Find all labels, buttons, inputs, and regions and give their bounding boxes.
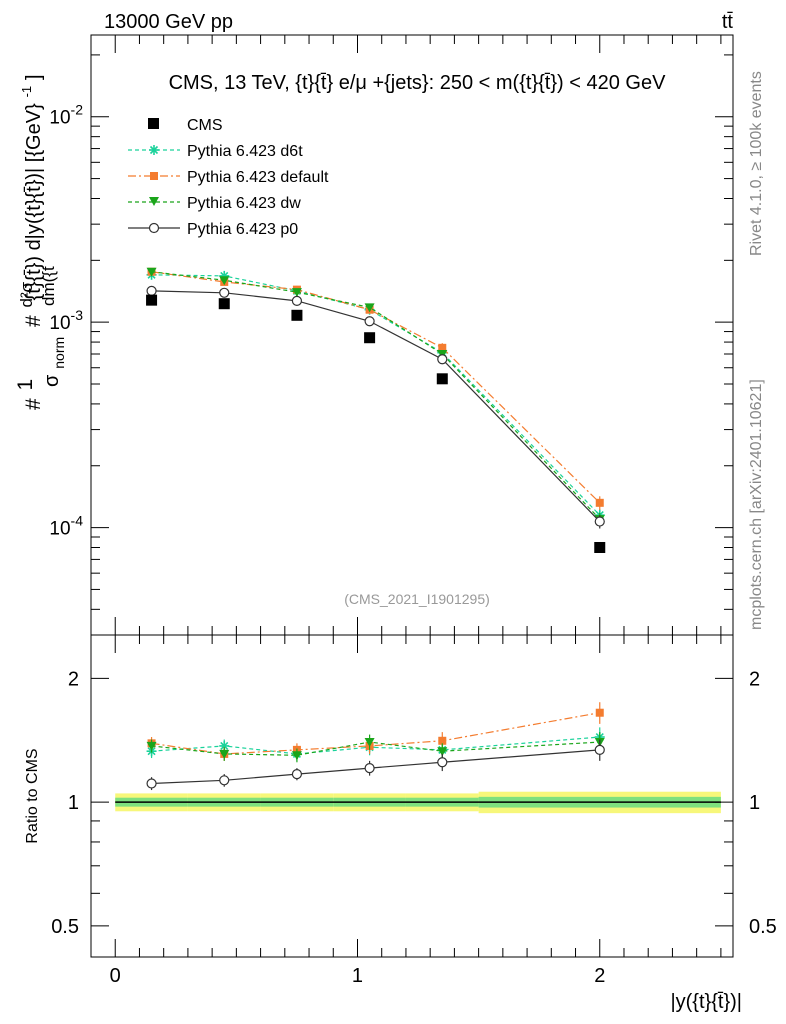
main-line-d6t (151, 274, 601, 516)
main-series-dw (146, 267, 605, 526)
ylabel-exp: -1 (19, 86, 34, 98)
main-point-p0 (291, 295, 303, 306)
ratio-point-dw (146, 741, 157, 751)
main-series-cms (146, 294, 606, 553)
ratio-x-axis-label: |y({t}{t̄})| (670, 991, 742, 1013)
main-point-p0 (437, 354, 448, 365)
ylabel-close: ] (23, 74, 45, 80)
ratio-plot-frame (90, 634, 734, 958)
rivet-label: Rivet 4.1.0, ≥ 100k events (748, 71, 765, 256)
main-y-tick-label: 10-4 (49, 513, 83, 540)
ratio-point-p0 (364, 762, 375, 774)
ratio-point-default (438, 736, 447, 745)
ratio-x-tick-label: 0 (110, 965, 121, 987)
ratio-series-d6t (146, 727, 605, 761)
main-y-tick-label: 10-2 (49, 102, 83, 129)
ratio-y-tick-label-right: 0.5 (749, 916, 777, 938)
main-line-default (151, 271, 601, 504)
ylabel-hash2: # (22, 315, 45, 327)
legend-entry-cms: CMS (148, 117, 223, 134)
legend-label-default: Pythia 6.423 default (187, 169, 329, 186)
legend-entry-default: Pythia 6.423 default (128, 169, 329, 186)
main-point-p0 (594, 516, 605, 527)
main-y-tick-label: 10-3 (49, 307, 83, 334)
main-line-dw (151, 271, 601, 520)
ratio-x-axis: 0 1 2 (110, 635, 722, 987)
ratio-line-dw (151, 741, 600, 756)
legend-label-cms: CMS (187, 117, 223, 134)
ratio-line-p0 (151, 749, 600, 785)
ratio-y-tick-label-right: 2 (749, 668, 760, 690)
main-point-cms (364, 332, 376, 344)
main-point-cms (594, 541, 606, 553)
ratio-point-p0 (437, 757, 448, 768)
ratio-y-tick-label: 2 (68, 668, 79, 690)
legend-label-d6t: Pythia 6.423 d6t (187, 143, 303, 160)
ylabel-dm: dm({t (39, 266, 58, 306)
mcplots-label: mcplots.cern.ch [arXiv:2401.10621] (748, 379, 765, 630)
ratio-point-default (595, 708, 604, 717)
main-series-d6t (146, 269, 605, 522)
ratio-x-tick-label: 1 (352, 965, 363, 987)
main-line-p0 (151, 290, 601, 522)
legend-label-p0: Pythia 6.423 p0 (187, 221, 298, 238)
main-series-p0 (146, 285, 605, 529)
main-point-default (438, 343, 447, 352)
ratio-y-tick-label-right: 1 (749, 792, 760, 814)
ratio-y-tick-label: 0.5 (51, 916, 79, 938)
main-point-dw (291, 288, 302, 298)
ratio-point-p0 (219, 775, 230, 786)
ratio-series-p0 (146, 739, 605, 791)
main-point-dw (146, 267, 157, 277)
header-energy-label: 13000 GeV pp (104, 11, 233, 33)
legend: CMS Pythia 6.423 d6t Pythia 6.423 defaul… (128, 117, 329, 238)
main-point-p0 (219, 287, 230, 298)
main-point-cms (146, 294, 158, 306)
ratio-y-axis: 2 2 1 1 0.5 0.5 (51, 668, 777, 937)
main-point-default (595, 498, 604, 507)
main-point-cms (291, 309, 303, 321)
ratio-point-dw (437, 747, 448, 757)
main-point-p0 (146, 285, 157, 296)
ratio-plot: 2 2 1 1 0.5 0.5 0 1 2 Ratio to CMS |y({t}{t̄})| (24, 634, 777, 1013)
main-watermark: (CMS_2021_I1901295) (344, 591, 490, 607)
legend-label-dw: Pythia 6.423 dw (187, 195, 301, 212)
ratio-point-d6t (219, 740, 230, 751)
ratio-point-p0 (594, 744, 605, 755)
ylabel-norm: norm (51, 337, 67, 369)
main-point-dw (364, 303, 375, 313)
legend-entry-p0: Pythia 6.423 p0 (128, 221, 298, 238)
main-point-dw (219, 276, 230, 286)
legend-entry-dw: Pythia 6.423 dw (128, 195, 301, 212)
ratio-x-tick-label: 2 (594, 965, 605, 987)
main-series-default (147, 267, 604, 510)
legend-entry-d6t: Pythia 6.423 d6t (128, 143, 303, 160)
main-point-p0 (364, 316, 375, 327)
ratio-line-default (151, 712, 600, 755)
ratio-y-tick-label: 1 (68, 792, 79, 814)
ratio-point-dw (364, 738, 375, 748)
ratio-point-dw (291, 751, 302, 761)
ratio-point-dw (219, 749, 230, 759)
ratio-line-d6t (151, 736, 600, 755)
header-process-label: tt̄ (722, 11, 734, 33)
main-y-axis: 10-2 10-3 10-4 (49, 54, 733, 636)
main-point-cms (436, 373, 448, 385)
ratio-point-p0 (291, 768, 303, 780)
ylabel-rest: {t}{t̄}) d|y({t}{t̄})| [{GeV} (23, 103, 45, 301)
ylabel-d2sigma: d²σ (17, 281, 36, 307)
main-title: CMS, 13 TeV, {t}{t̄} e/μ +{jets}: 250 < … (169, 72, 667, 94)
main-point-cms (218, 298, 230, 310)
main-x-ticks (114, 35, 722, 635)
ratio-point-p0 (146, 778, 157, 789)
main-y-axis-label: # 1 σ norm # d²σ dm({t {t}{t̄}) d|y({t}{… (13, 74, 69, 410)
svg-text:# 1 σ: # 1 σ norm # d²σ dm({t {t}{t̄}) d|y({t}{… (13, 74, 69, 410)
main-plot: 10-2 10-3 10-4 CMS, 13 TeV, {t}{t̄} e/μ +{… (13, 34, 734, 636)
ylabel-one: 1 (14, 379, 37, 391)
ylabel-hash1: # (22, 398, 45, 410)
ratio-y-axis-label: Ratio to CMS (24, 748, 41, 843)
ylabel-sigma: σ (41, 374, 63, 387)
ratio-series-default (147, 702, 604, 761)
